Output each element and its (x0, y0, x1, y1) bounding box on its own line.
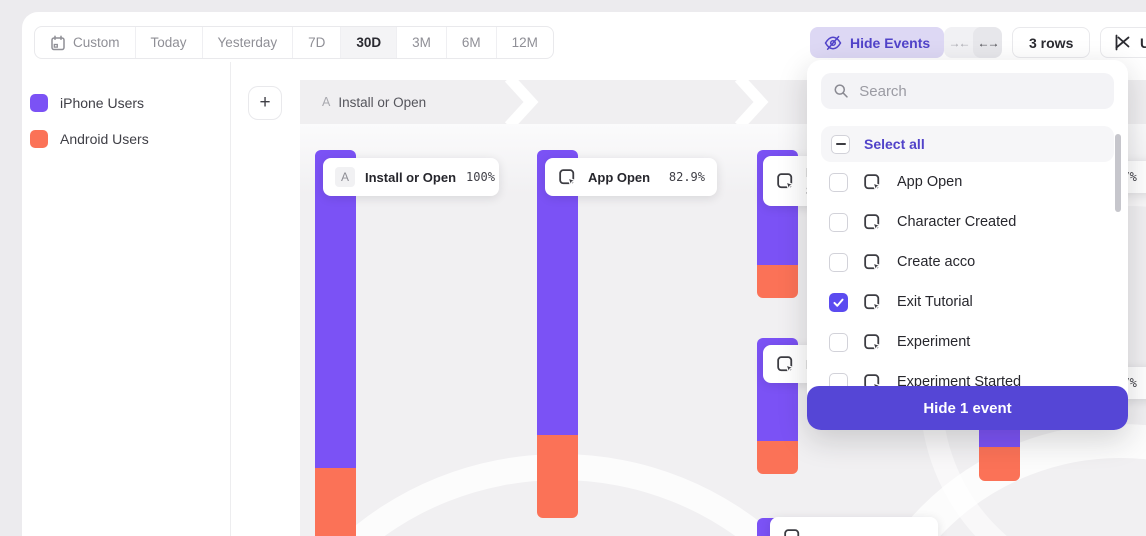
chevron-separator-icon (735, 80, 769, 124)
click-event-icon (864, 173, 883, 192)
legend-item-android-users[interactable]: Android Users (30, 130, 149, 148)
eye-off-icon (824, 35, 842, 50)
bar-segment-iphone-users (537, 150, 578, 435)
rows-count-button[interactable]: 3 rows (1012, 27, 1091, 58)
event-option-label: Character Created (897, 214, 1017, 230)
step-name: Install or Open (338, 94, 427, 110)
event-checkbox[interactable] (829, 212, 848, 232)
event-option-create-acco[interactable]: Create acco (807, 242, 1128, 282)
funnel-bar (315, 150, 356, 536)
hide-event-apply-button[interactable]: Hide 1 event (807, 386, 1128, 430)
hide-events-button[interactable]: Hide Events (810, 27, 945, 58)
legend-label: Android Users (60, 131, 149, 147)
step-card-clipped-bottom (770, 517, 938, 536)
step-card-label: App Open (588, 169, 651, 185)
date-range-3m[interactable]: 3M (397, 27, 447, 58)
event-option-app-open[interactable]: App Open (807, 162, 1128, 202)
select-all-row[interactable]: Select all (821, 126, 1114, 162)
column-width-control: →← ←→ (944, 27, 1002, 58)
step-header-label: A Install or Open (322, 80, 426, 124)
event-option-label: App Open (897, 174, 963, 190)
date-range-label: Yesterday (217, 35, 278, 50)
step-a-badge: A (335, 167, 355, 187)
bar-segment-android-users (979, 447, 1020, 481)
collapse-columns-button[interactable]: →← (948, 35, 971, 50)
bar-segment-android-users (757, 265, 798, 298)
date-range-label: 12M (511, 35, 538, 50)
click-event-icon (777, 172, 796, 191)
dropdown-scrollbar[interactable] (1115, 134, 1121, 212)
date-range-today[interactable]: Today (136, 27, 203, 58)
select-all-label: Select all (864, 136, 925, 152)
select-all-checkbox[interactable] (831, 134, 850, 154)
indeterminate-minus-icon (835, 143, 846, 145)
step-card-app-open: App Open 82.9% (545, 158, 717, 196)
date-range-label: 30D (356, 35, 382, 50)
date-range-12m[interactable]: 12M (497, 27, 553, 58)
event-search-box (821, 73, 1114, 109)
click-event-icon (777, 355, 796, 374)
chart-view-button[interactable]: U (1100, 27, 1146, 58)
click-event-icon (864, 253, 883, 272)
date-range-label: 6M (461, 35, 481, 50)
legend-item-iphone-users[interactable]: iPhone Users (30, 94, 144, 112)
event-checkbox[interactable] (829, 252, 848, 272)
date-range-30d[interactable]: 30D (341, 27, 398, 58)
click-event-icon (784, 528, 800, 536)
bar-segment-android-users (537, 435, 578, 518)
date-range-custom[interactable]: Custom (35, 27, 136, 58)
legend-swatch (30, 130, 48, 148)
chevron-separator-icon (505, 80, 539, 124)
event-option-label: Exit Tutorial (897, 294, 973, 310)
date-range-7d[interactable]: 7D (293, 27, 342, 58)
expand-columns-button[interactable]: ←→ (973, 27, 1002, 58)
bar-segment-iphone-users (315, 150, 356, 468)
click-event-icon (864, 213, 883, 232)
bar-segment-android-users (315, 468, 356, 536)
date-range-label: Today (150, 35, 187, 50)
event-checkbox[interactable] (829, 292, 848, 312)
legend-divider (230, 62, 231, 536)
event-option-character-created[interactable]: Character Created (807, 202, 1128, 242)
date-range-yesterday[interactable]: Yesterday (203, 27, 294, 58)
line-chart-icon (1115, 34, 1130, 51)
legend-label: iPhone Users (60, 95, 145, 111)
event-option-experiment[interactable]: Experiment (807, 322, 1128, 362)
date-range-label: 7D (308, 35, 326, 50)
date-range-label: Custom (73, 35, 120, 50)
hide-events-label: Hide Events (850, 34, 931, 51)
calendar-icon (51, 34, 65, 50)
date-range-6m[interactable]: 6M (447, 27, 497, 58)
step-card-value: 82.9% (668, 170, 705, 184)
event-checkbox[interactable] (829, 172, 848, 192)
click-event-icon (559, 168, 578, 187)
click-event-icon (864, 333, 883, 352)
legend-swatch (30, 94, 48, 112)
step-card-value: 100% (466, 170, 495, 184)
check-icon (833, 298, 844, 307)
date-range-label: 3M (412, 35, 431, 50)
event-option-label: Experiment (897, 334, 971, 350)
event-option-exit-tutorial[interactable]: Exit Tutorial (807, 282, 1128, 322)
bar-segment-android-users (757, 441, 798, 474)
event-checkbox[interactable] (829, 332, 848, 352)
step-card-label: Install or Open (365, 169, 457, 185)
hide-events-dropdown: Select all App Open Character Created Crea… (807, 60, 1128, 430)
step-card-install-or-open: A Install or Open 100% (323, 158, 499, 196)
funnel-bar (537, 150, 578, 518)
step-badge: A (322, 95, 331, 109)
date-range-control: Custom Today Yesterday 7D 30D 3M 6M 12M (34, 26, 554, 59)
search-icon (834, 84, 848, 98)
add-step-button[interactable]: + (248, 86, 282, 120)
click-event-icon (864, 293, 883, 312)
chart-view-label: U (1140, 34, 1146, 51)
event-option-label: Create acco (897, 254, 976, 270)
event-search-input[interactable] (859, 82, 1102, 100)
